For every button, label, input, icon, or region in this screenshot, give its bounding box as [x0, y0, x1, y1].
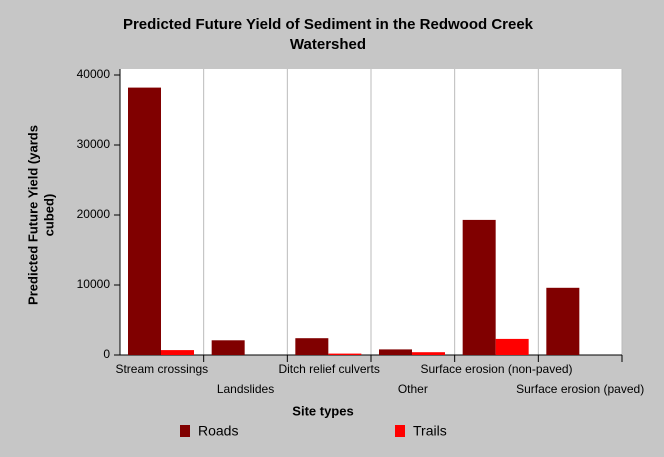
y-tick-label: 30000 — [77, 137, 111, 151]
legend-swatch — [180, 425, 190, 437]
chart-title: Predicted Future Yield of Sediment in th… — [123, 16, 534, 33]
bar — [128, 87, 161, 355]
x-tick-label: Other — [398, 382, 428, 396]
bar — [412, 352, 445, 355]
bar — [161, 350, 194, 355]
bar — [379, 349, 412, 355]
x-axis-title: Site types — [292, 403, 353, 418]
bar — [462, 219, 496, 355]
y-tick-label: 40000 — [77, 67, 111, 81]
legend-swatch — [395, 425, 405, 437]
x-tick-label: Stream crossings — [115, 362, 208, 376]
legend-label: Roads — [198, 423, 238, 439]
x-tick-label: Landslides — [217, 382, 274, 396]
bar — [495, 338, 529, 355]
bar — [211, 340, 245, 355]
y-tick-label: 10000 — [77, 277, 111, 291]
bar — [546, 287, 580, 355]
x-tick-label: Surface erosion (paved) — [516, 382, 644, 396]
legend-label: Trails — [413, 423, 447, 439]
y-axis-title: Predicted Future Yield (yards cubed) — [25, 125, 56, 305]
y-axis-title-line: Predicted Future Yield (yards — [25, 125, 40, 305]
chart-title: Watershed — [290, 36, 366, 53]
x-tick-label: Surface erosion (non-paved) — [420, 362, 572, 376]
y-axis-title-line: cubed) — [41, 194, 56, 237]
y-tick-label: 0 — [103, 347, 110, 361]
bar — [295, 338, 329, 355]
y-tick-label: 20000 — [77, 207, 111, 221]
bar — [328, 353, 362, 355]
x-tick-label: Ditch relief culverts — [278, 362, 379, 376]
